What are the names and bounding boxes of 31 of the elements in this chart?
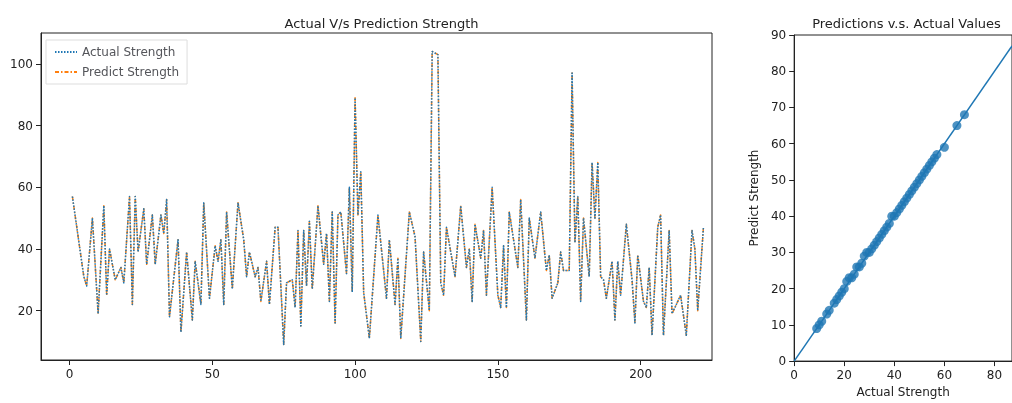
y-tick-label: 100 [10,56,33,71]
y-tick-label: 60 [17,180,33,195]
x-tick-label: 0 [65,367,74,381]
x-tick-label: 50 [204,367,220,381]
legend-label: Actual Strength [82,45,176,59]
y-tick-label: 90 [770,28,787,42]
y-tick-label: 70 [770,100,787,115]
y-tick-label: 20 [770,281,787,296]
x-tick-label: 40 [886,368,902,383]
y-tick-label: 40 [770,209,787,224]
y-tick-label: 20 [17,303,33,318]
x-tick-label: 60 [936,368,953,383]
x-tick-label: 80 [986,368,1003,383]
y-tick-label: 10 [770,317,787,332]
chart-title: Predictions v.s. Actual Values [812,16,1002,31]
x-tick-label: 100 [343,367,367,381]
y-tick-label: 80 [770,64,787,79]
x-tick-label: 200 [629,367,653,381]
y-axis-title: Predict Strength [747,149,761,247]
x-tick-label: 20 [836,368,852,383]
x-tick-label: 0 [790,368,798,383]
y-tick-label: 0 [778,354,787,369]
y-tick-label: 50 [770,172,787,187]
y-tick-label: 60 [770,136,787,151]
y-tick-label: 30 [770,245,787,260]
y-tick-label: 80 [17,118,33,133]
legend-label: Predict Strength [82,65,180,79]
x-tick-label: 150 [486,367,510,381]
chart-title: Actual V/s Prediction Strength [284,16,479,31]
x-axis-title: Actual Strength [856,385,950,399]
y-tick-label: 40 [17,241,33,256]
